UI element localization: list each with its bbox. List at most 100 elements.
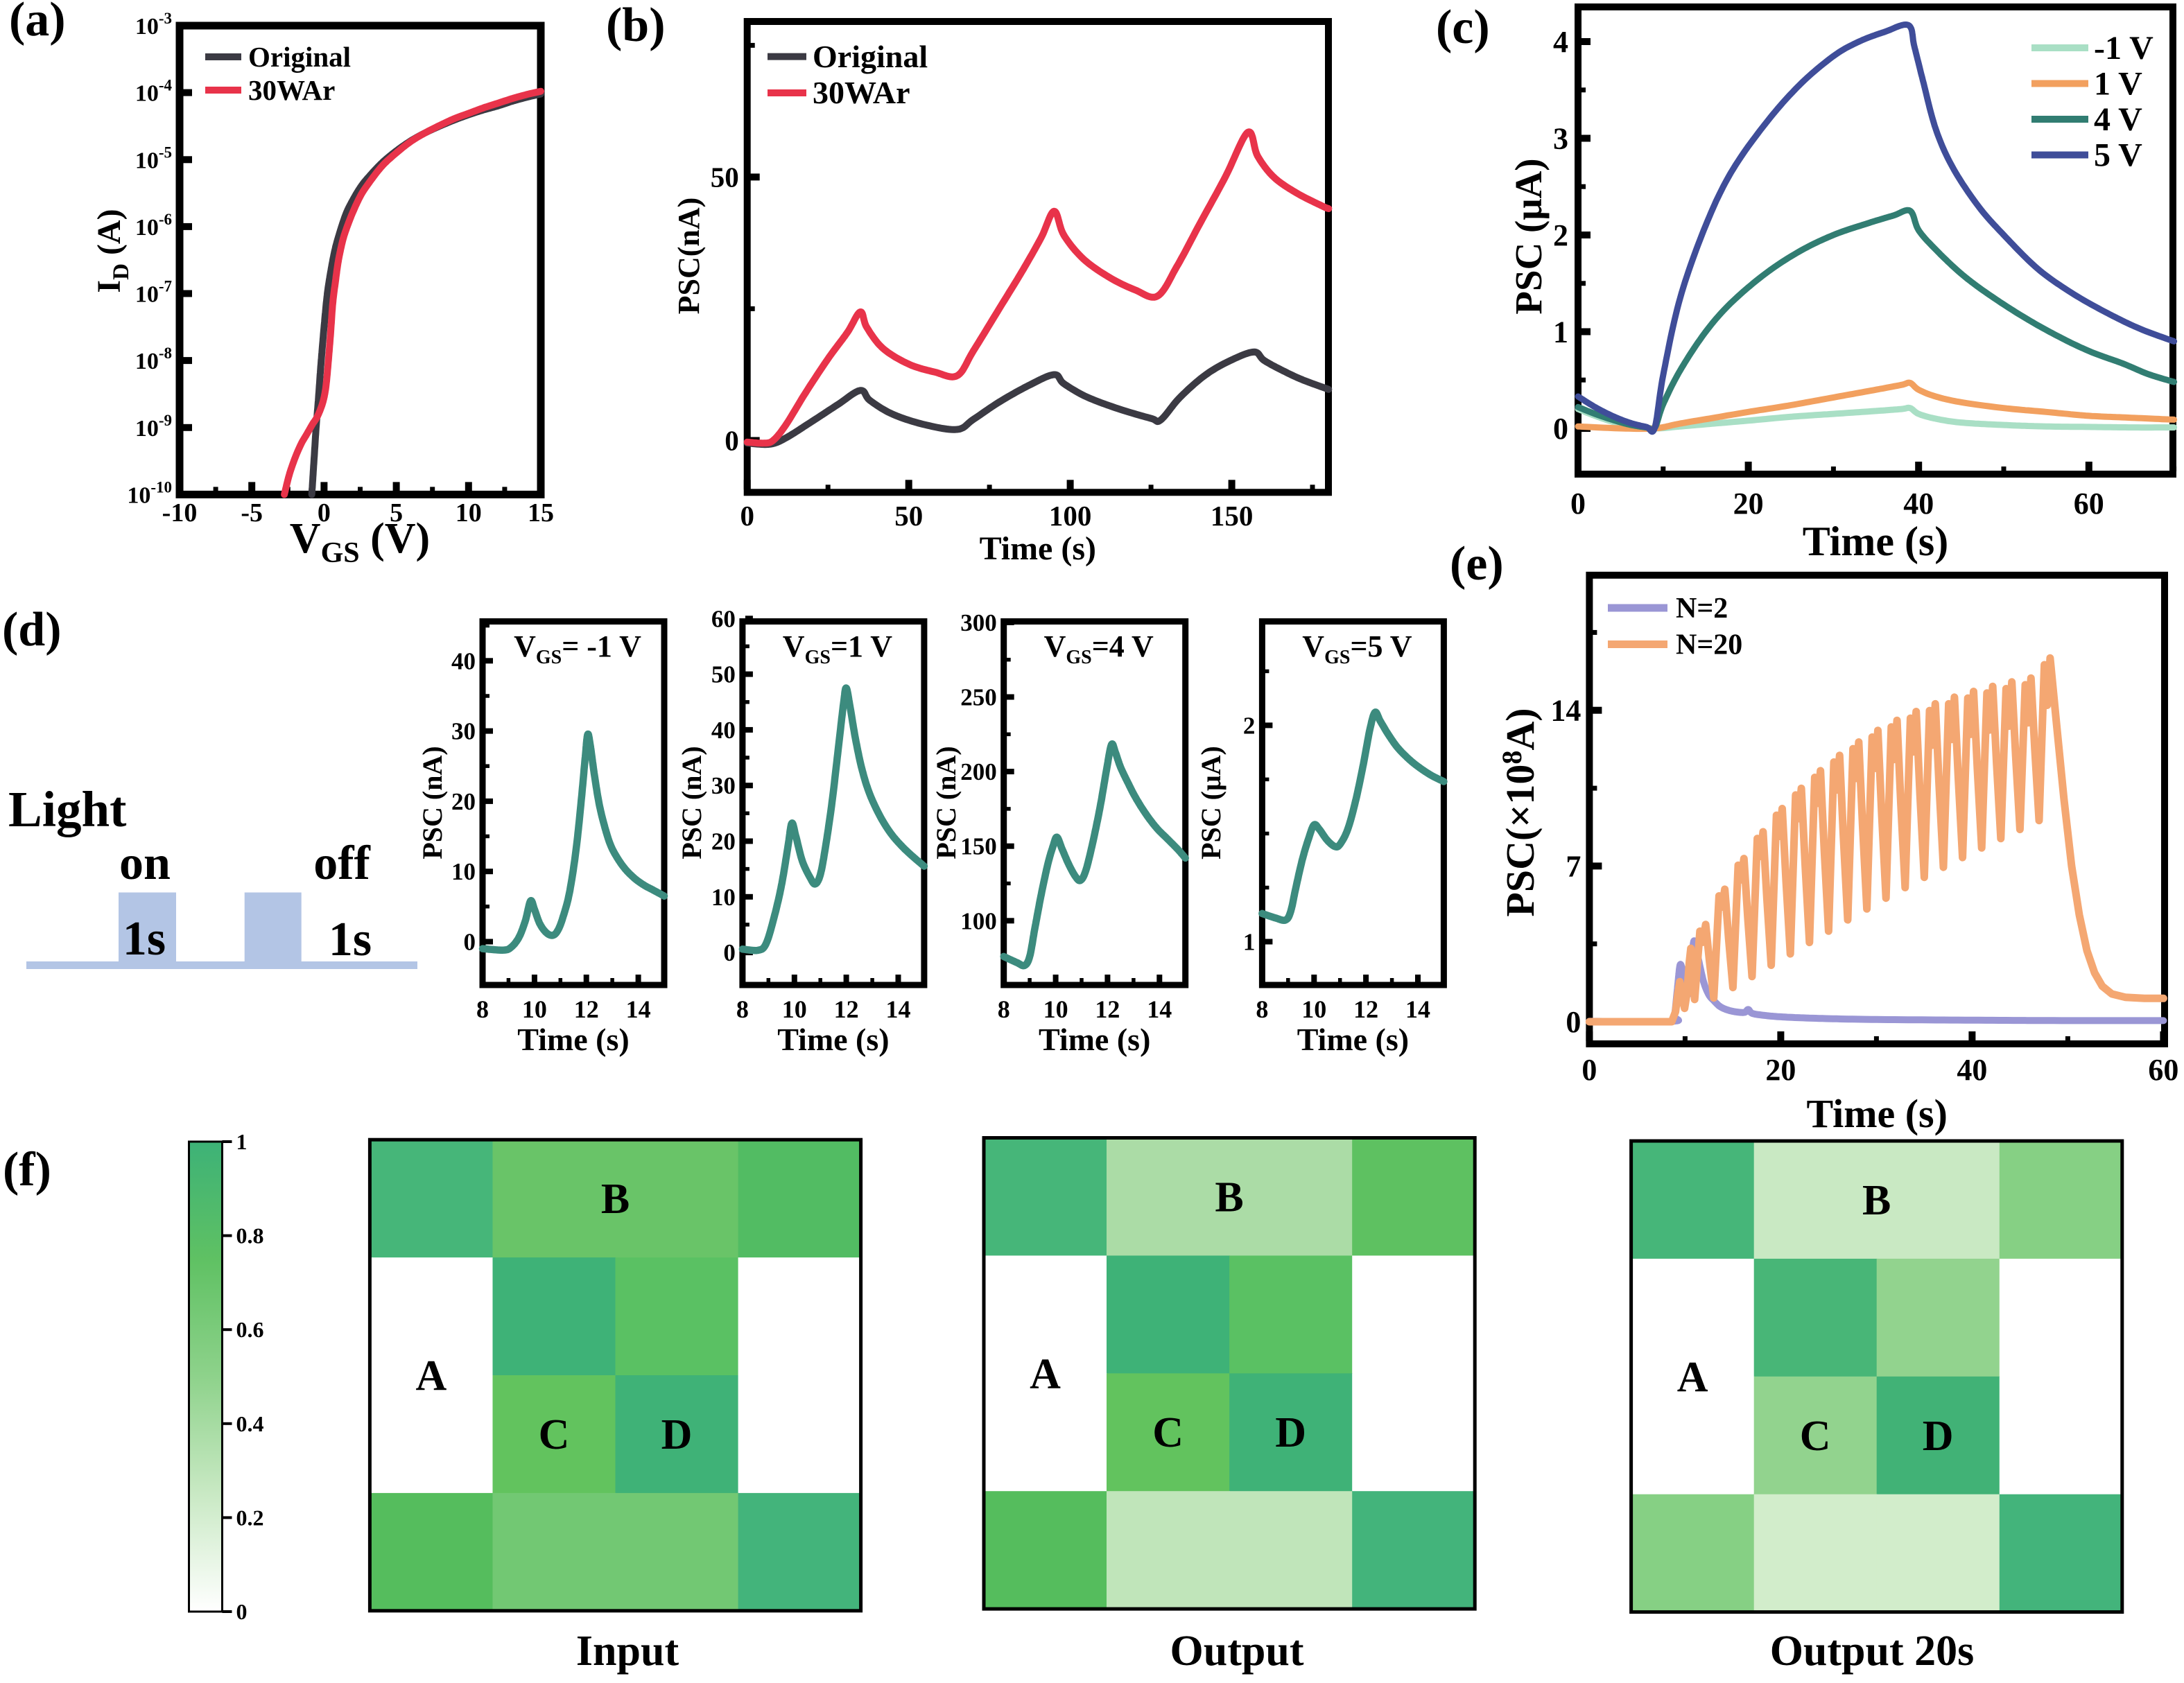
svg-text:N=2: N=2: [1676, 593, 1728, 625]
svg-text:PSC (nA): PSC (nA): [417, 746, 448, 859]
svg-text:1: 1: [1553, 315, 1568, 349]
svg-text:(d): (d): [2, 603, 62, 656]
svg-text:Input: Input: [576, 1628, 679, 1675]
svg-text:Original: Original: [813, 39, 928, 74]
svg-text:Output 20s: Output 20s: [1770, 1628, 1975, 1675]
svg-text:PSC(nA): PSC(nA): [672, 198, 706, 315]
svg-text:(c): (c): [1436, 1, 1490, 54]
svg-text:2: 2: [1553, 218, 1568, 252]
svg-text:100: 100: [960, 907, 997, 934]
svg-text:0: 0: [1566, 1005, 1581, 1039]
svg-text:20: 20: [711, 828, 736, 855]
svg-text:60: 60: [2148, 1053, 2178, 1087]
svg-text:30: 30: [711, 772, 736, 799]
svg-text:50: 50: [711, 161, 739, 193]
svg-text:B: B: [1215, 1174, 1243, 1221]
svg-text:Time (s): Time (s): [777, 1022, 889, 1057]
svg-text:1: 1: [236, 1129, 248, 1154]
svg-text:1: 1: [1243, 929, 1256, 956]
svg-text:10: 10: [711, 884, 736, 911]
svg-text:C: C: [539, 1411, 570, 1458]
svg-text:40: 40: [1957, 1053, 1987, 1087]
svg-text:PSC (μA): PSC (μA): [1195, 746, 1227, 860]
svg-text:30WAr: 30WAr: [813, 75, 910, 110]
svg-text:150: 150: [960, 833, 997, 860]
svg-text:A: A: [1677, 1354, 1708, 1401]
svg-text:60: 60: [711, 605, 736, 632]
svg-text:(b): (b): [606, 0, 666, 52]
svg-text:4: 4: [1553, 25, 1568, 59]
svg-text:50: 50: [711, 661, 736, 688]
svg-text:30: 30: [451, 718, 476, 745]
svg-text:0: 0: [318, 498, 331, 527]
svg-text:VGS= -1 V: VGS= -1 V: [514, 629, 641, 668]
svg-text:1s: 1s: [123, 912, 166, 966]
svg-text:Time (s): Time (s): [517, 1022, 629, 1057]
svg-text:10: 10: [451, 858, 476, 885]
svg-text:0: 0: [1581, 1053, 1597, 1087]
svg-text:5: 5: [390, 498, 403, 527]
svg-text:12: 12: [574, 995, 599, 1023]
svg-text:12: 12: [1353, 995, 1378, 1023]
svg-text:C: C: [1152, 1409, 1184, 1456]
svg-text:14: 14: [886, 995, 911, 1023]
svg-text:D: D: [1275, 1409, 1306, 1456]
svg-text:40: 40: [711, 717, 736, 744]
svg-text:0.8: 0.8: [236, 1223, 264, 1248]
svg-text:Time (s): Time (s): [1039, 1022, 1150, 1057]
svg-text:2: 2: [1243, 712, 1256, 739]
svg-text:off: off: [313, 837, 370, 890]
svg-text:20: 20: [1765, 1053, 1796, 1087]
svg-text:Time (s): Time (s): [1803, 518, 1949, 564]
svg-text:8: 8: [736, 995, 749, 1023]
svg-text:20: 20: [451, 788, 476, 815]
svg-text:0: 0: [740, 500, 754, 532]
svg-text:N=20: N=20: [1676, 629, 1742, 661]
svg-text:-10: -10: [162, 498, 198, 527]
svg-text:20: 20: [1733, 487, 1764, 521]
svg-text:Time (s): Time (s): [1806, 1091, 1948, 1136]
svg-text:1s: 1s: [329, 913, 372, 966]
svg-text:B: B: [1862, 1177, 1891, 1224]
svg-text:0: 0: [464, 929, 476, 956]
svg-text:200: 200: [960, 758, 997, 785]
svg-text:8: 8: [476, 995, 489, 1023]
svg-text:7: 7: [1566, 849, 1581, 883]
svg-text:(e): (e): [1450, 537, 1504, 591]
svg-text:B: B: [601, 1176, 630, 1223]
svg-text:(a): (a): [9, 0, 66, 46]
svg-text:0: 0: [725, 425, 739, 457]
svg-text:on: on: [119, 837, 171, 890]
svg-text:(f): (f): [3, 1143, 51, 1196]
svg-text:Light: Light: [8, 781, 126, 837]
svg-text:12: 12: [834, 995, 859, 1023]
svg-text:10: 10: [1043, 995, 1068, 1023]
svg-text:10: 10: [1301, 995, 1326, 1023]
svg-text:8: 8: [1256, 995, 1268, 1023]
svg-text:PSC (nA): PSC (nA): [676, 746, 707, 859]
svg-text:Original: Original: [248, 41, 351, 73]
svg-text:0: 0: [1553, 412, 1568, 446]
svg-text:12: 12: [1095, 995, 1120, 1023]
svg-text:PSC(×108A): PSC(×108A): [1496, 708, 1543, 916]
svg-text:0: 0: [236, 1599, 248, 1624]
svg-text:0.4: 0.4: [236, 1411, 264, 1436]
svg-text:10-4: 10-4: [135, 77, 173, 107]
svg-text:0.6: 0.6: [236, 1317, 264, 1342]
svg-text:PSC (nA): PSC (nA): [930, 746, 962, 859]
svg-text:VGS=4 V: VGS=4 V: [1044, 629, 1154, 668]
svg-text:4 V: 4 V: [2094, 101, 2142, 138]
svg-text:8: 8: [998, 995, 1010, 1023]
svg-text:-5: -5: [241, 498, 263, 527]
svg-text:ID (A): ID (A): [91, 209, 134, 293]
svg-text:40: 40: [451, 647, 476, 674]
svg-text:14: 14: [1147, 995, 1172, 1023]
svg-text:D: D: [661, 1411, 693, 1458]
svg-text:VGS=5 V: VGS=5 V: [1302, 629, 1412, 668]
svg-text:3: 3: [1553, 122, 1568, 156]
svg-text:0.2: 0.2: [236, 1505, 264, 1530]
svg-text:14: 14: [626, 995, 651, 1023]
svg-text:1 V: 1 V: [2094, 66, 2142, 103]
svg-text:50: 50: [894, 500, 923, 532]
svg-text:60: 60: [2074, 487, 2104, 521]
